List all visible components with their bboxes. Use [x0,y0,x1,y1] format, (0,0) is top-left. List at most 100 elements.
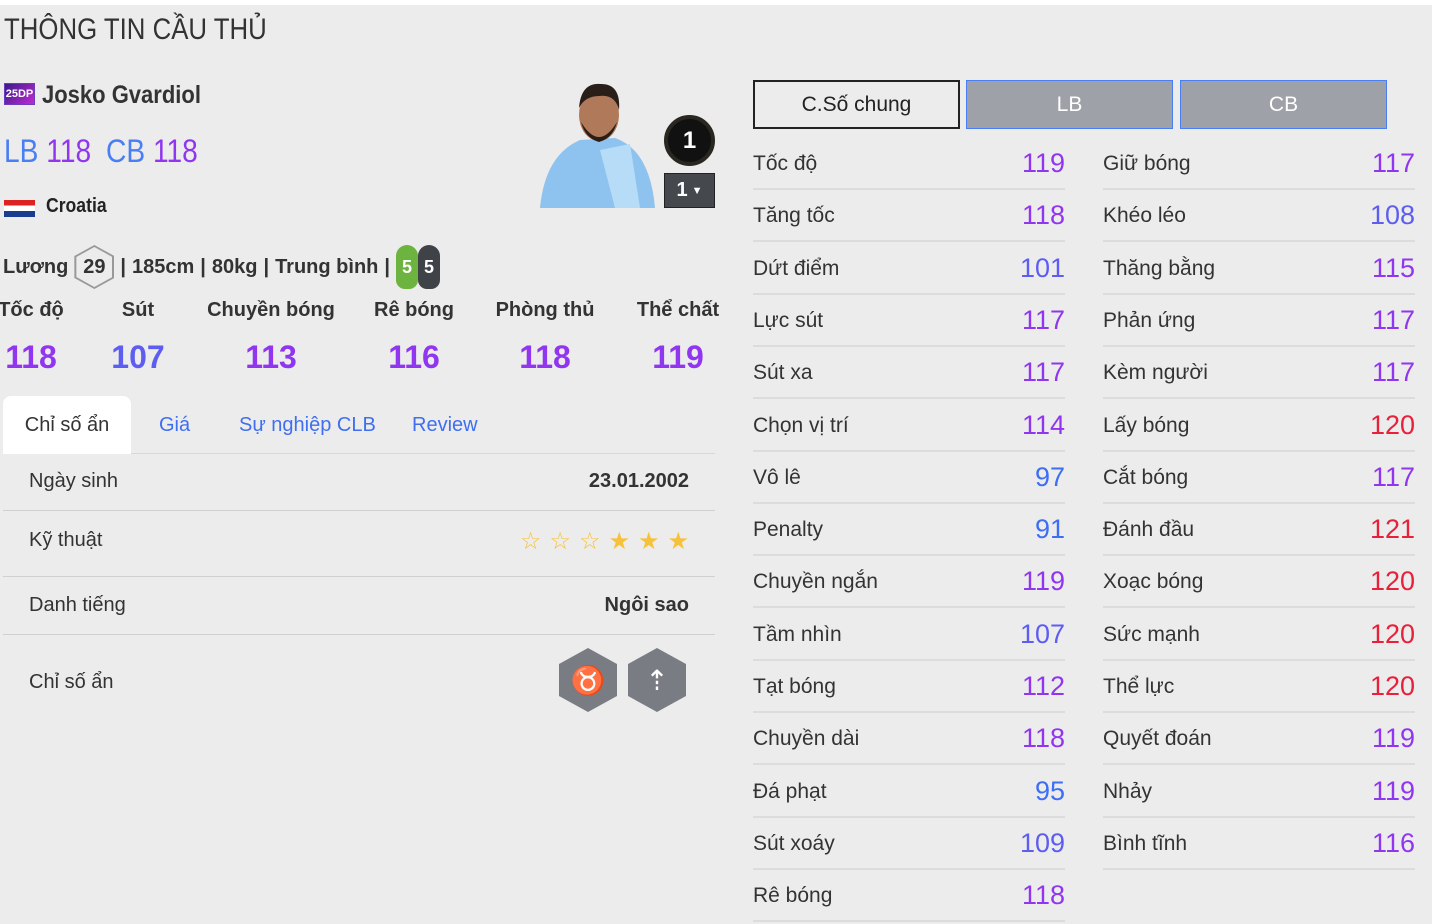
tab-general-stats[interactable]: C.Số chung [753,80,960,129]
star-empty-icon: ☆ [549,528,571,555]
stat-label: Chuyền ngắn [753,570,878,594]
stat-row: Tốc độ 119 [753,138,1065,190]
stat-label: Đá phạt [753,779,827,803]
stat-value: 117 [1371,461,1415,492]
main-stat-label: Tốc độ [0,299,64,321]
fame-row: Danh tiếng Ngôi sao [3,577,715,635]
main-stat-label: Sút [121,299,155,321]
stat-row: Nhảy 119 [1103,766,1415,818]
star-empty-icon: ☆ [519,528,542,555]
tab-price[interactable]: Giá [159,414,191,436]
star-empty-icon: ☆ [578,528,601,555]
stat-row: Tầm nhìn 107 [753,609,1065,661]
stat-value: 118 [1021,723,1065,754]
stat-row: Dứt điểm 101 [753,243,1065,295]
stat-value: 114 [1021,409,1065,440]
nation: Croatia [46,195,107,217]
stat-row: Giữ bóng 117 [1103,138,1415,190]
body-type: Trung bình [275,255,379,278]
stat-row: Bình tĩnh 116 [1103,818,1415,870]
main-stat-value: 119 [652,339,704,375]
stat-label: Tốc độ [753,152,818,175]
stat-label: Thăng bằng [1103,256,1216,280]
height: 185cm [131,255,195,278]
tab-lb-stats[interactable]: LB [966,80,1173,129]
main-stat-value: 107 [111,339,165,375]
stat-value: 117 [1371,148,1415,178]
main-stat-label: Thể chất [636,299,720,321]
stat-row: Kèm người 117 [1103,347,1415,400]
tab-review[interactable]: Review [412,414,478,436]
stat-value: 121 [1369,514,1415,545]
stat-value: 109 [1019,827,1065,858]
main-stat-value: 118 [519,339,571,375]
stat-label: Đánh đầu [1103,518,1195,542]
stat-row: Phản ứng 117 [1103,295,1415,347]
right-foot-icon: 5 [417,245,440,289]
tab-hidden-stats[interactable]: Chỉ số ẩn [3,396,131,454]
stat-value: 120 [1369,618,1415,649]
skill-row: Kỹ thuật ☆ ☆ ☆ ★ ★ ★ [3,511,715,577]
traits-label: Chỉ số ẩn [29,671,114,693]
stat-row: Penalty 91 [753,504,1065,557]
player-name: Josko Gvardiol [42,81,201,109]
main-stat-value: 113 [245,339,297,375]
stat-label: Chuyền dài [753,727,860,751]
player-photo [535,80,657,208]
page-title: THÔNG TIN CẦU THỦ [4,13,267,46]
salary-hex: 29 [74,245,115,289]
stat-value: 117 [1021,304,1065,335]
stat-label: Kèm người [1103,361,1208,385]
stat-label: Quyết đoán [1103,727,1212,751]
stat-value: 117 [1371,304,1415,335]
stat-value: 120 [1369,409,1415,440]
stat-row: Chọn vị trí 114 [753,400,1065,452]
stat-value: 119 [1021,566,1065,597]
stat-label: Penalty [753,518,824,542]
stat-label: Giữ bóng [1103,152,1191,175]
upgrade-level-select[interactable]: 1 ▼ [664,173,715,208]
stat-row: Lấy bóng 120 [1103,400,1415,452]
stat-label: Xoạc bóng [1103,570,1204,594]
stat-row: Xoạc bóng 120 [1103,556,1415,609]
stat-value: 108 [1369,200,1415,231]
stat-value: 119 [1371,775,1415,806]
stat-label: Sức mạnh [1103,622,1200,646]
stat-value: 107 [1019,618,1065,649]
stat-row: Chuyền dài 118 [753,713,1065,766]
bull-icon[interactable]: ♉ [559,648,617,712]
stat-row: Thể lực 120 [1103,661,1415,713]
player-info-line: Lương 29 | 185cm | 80kg | Trung bình | 5 5 [3,245,440,289]
stat-value: 117 [1021,357,1065,388]
stat-value: 97 [1034,461,1065,492]
weight: 80kg [211,255,258,278]
stat-row: Cắt bóng 117 [1103,452,1415,504]
stat-value: 120 [1369,566,1415,597]
stat-value: 112 [1021,671,1065,701]
position-lb: LB 118 [4,133,92,169]
star-filled-icon: ★ [637,528,660,555]
info-tabs: Chỉ số ẩn Giá Sự nghiệp CLB Review [3,396,715,454]
stat-label: Lực sút [753,308,824,332]
stat-row: Lực sút 117 [753,295,1065,347]
stat-row: Rê bóng 118 [753,870,1065,923]
croatia-flag-icon [4,200,35,217]
stat-row: Chuyền ngắn 119 [753,556,1065,609]
stat-row: Đá phạt 95 [753,766,1065,818]
stat-label: Vô lê [753,465,801,489]
tab-club-career[interactable]: Sự nghiệp CLB [239,414,376,436]
tab-cb-stats[interactable]: CB [1180,80,1387,129]
main-stat-label: Chuyền bóng [207,299,335,321]
star-filled-icon: ★ [667,528,689,555]
power-header-icon[interactable]: ⇡ [628,648,686,712]
stat-value: 118 [1021,200,1065,231]
stat-value: 119 [1021,148,1065,178]
stat-label: Phản ứng [1103,308,1196,332]
stat-row: Khéo léo 108 [1103,190,1415,243]
main-stat-label: Phòng thủ [495,299,595,321]
stat-row: Tạt bóng 112 [753,661,1065,713]
stat-row: Vô lê 97 [753,452,1065,504]
season-badge: 25DP [4,83,35,105]
position-cb: CB 118 [106,133,198,169]
stat-value: 117 [1371,357,1415,388]
